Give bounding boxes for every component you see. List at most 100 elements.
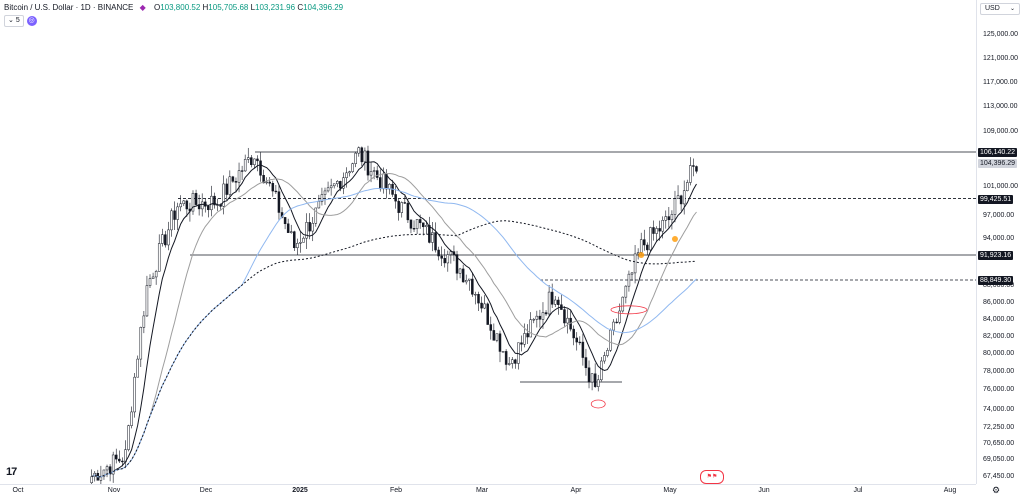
candle-body <box>348 171 351 174</box>
candle-body <box>299 242 302 244</box>
candle-body <box>464 280 468 283</box>
candle-body <box>563 309 566 324</box>
candle-body <box>311 223 314 232</box>
candle-body <box>271 183 275 192</box>
candle-body <box>182 200 186 205</box>
price-level-tag: 106,140.22 <box>978 148 1018 157</box>
candle-body <box>529 319 532 338</box>
candle-body <box>127 425 130 450</box>
candle-body <box>379 177 382 190</box>
candle-body <box>695 166 698 172</box>
signal-dot <box>638 252 645 258</box>
candle-body <box>145 285 149 317</box>
candle-body <box>652 227 655 234</box>
symbol-title[interactable]: Bitcoin / U.S. Dollar · 1D · BINANCE <box>4 3 134 12</box>
candle-body <box>495 333 499 341</box>
time-tick-label: Oct <box>12 487 24 494</box>
time-tick-label: May <box>663 487 677 494</box>
candle-body <box>247 157 250 160</box>
candle-body <box>627 273 631 287</box>
candle-body <box>314 207 318 224</box>
candle-body <box>547 291 551 315</box>
candle-body <box>397 200 400 213</box>
candle-body <box>624 285 628 298</box>
candle-body <box>412 228 416 230</box>
candle-body <box>363 150 367 163</box>
candle-body <box>443 258 446 264</box>
events-flag-icon[interactable]: ⚑⚑ <box>700 470 724 484</box>
candle-body <box>317 201 321 209</box>
chevron-down-icon: ⌄ <box>1009 6 1015 12</box>
open-value: 103,800.52 <box>160 3 201 12</box>
candle-body <box>207 206 210 211</box>
candle-body <box>256 158 259 162</box>
candle-body <box>164 234 167 246</box>
candle-body <box>305 222 308 239</box>
candle-body <box>554 299 557 305</box>
price-tick-label: 117,000.00 <box>983 79 1018 86</box>
price-axis[interactable]: USD ⌄ 125,000.00 121,000.00 117,000.00 113,… <box>976 0 1024 484</box>
candle-body <box>535 315 539 320</box>
close-label: C <box>297 3 304 12</box>
indicators-toggle[interactable]: ⌄ 5 <box>4 15 24 27</box>
time-tick-label: Nov <box>107 487 121 494</box>
candle-body <box>486 303 489 325</box>
candle-body <box>403 202 407 204</box>
candle-body <box>498 333 502 352</box>
currency-selector[interactable]: USD ⌄ <box>980 3 1020 15</box>
candle-body <box>118 458 121 462</box>
candle-body <box>606 350 609 356</box>
candle-body <box>102 469 106 477</box>
signal-dot <box>671 236 678 242</box>
candle-body <box>231 176 235 182</box>
candle-body <box>222 183 225 207</box>
candle-body <box>621 296 625 312</box>
data-window-icon[interactable]: ◎ <box>26 16 37 26</box>
candle-body <box>400 202 403 213</box>
low-label: L <box>250 3 256 12</box>
time-tick-label: Jun <box>758 487 770 494</box>
candle-body <box>425 225 428 228</box>
candle-body <box>633 253 637 274</box>
candle-body <box>296 242 299 249</box>
time-tick-label: Dec <box>199 487 213 494</box>
price-tick-label: 74,000.00 <box>983 406 1015 413</box>
candle-body <box>612 321 615 331</box>
candle-body <box>277 191 281 213</box>
candle-body <box>658 228 661 232</box>
candle-body <box>228 176 232 195</box>
time-tick-label: Feb <box>389 487 403 494</box>
candle-body <box>375 170 379 178</box>
chart-area[interactable]: Bitcoin / U.S. Dollar · 1D · BINANCE ◆ O… <box>0 0 976 484</box>
candle-body <box>550 291 554 305</box>
candle-body <box>170 210 173 231</box>
candle-body <box>618 310 621 323</box>
ma-fast-line <box>91 161 697 478</box>
candle-body <box>670 214 674 221</box>
candle-body <box>581 341 585 358</box>
candle-body <box>661 220 664 232</box>
candle-body <box>507 363 511 365</box>
candle-body <box>154 271 158 278</box>
tradingview-logo[interactable]: 17 <box>6 466 17 478</box>
price-chart[interactable] <box>0 0 976 484</box>
candle-body <box>253 158 256 166</box>
candle-body <box>649 227 652 251</box>
candle-body <box>142 315 146 328</box>
candle-body <box>194 193 198 205</box>
price-tick-label: 97,000.00 <box>983 212 1015 219</box>
candle-body <box>603 355 606 362</box>
candle-body <box>139 327 143 360</box>
ohlc-readout: O103,800.52 H105,705.68 L103,231.96 C104… <box>154 3 343 12</box>
symbol-diamond-icon[interactable]: ◆ <box>139 3 146 12</box>
candle-body <box>234 181 238 183</box>
candle-body <box>351 163 354 172</box>
candle-body <box>566 317 569 324</box>
candle-body <box>213 195 216 206</box>
time-axis[interactable]: Oct Nov Dec 2025 Feb Mar Apr May Jun Jul Aug <box>0 484 976 499</box>
candle-body <box>262 175 265 184</box>
candle-body <box>274 190 278 193</box>
candle-body <box>237 170 241 183</box>
gear-icon[interactable]: ⚙ <box>992 485 1001 495</box>
candle-body <box>600 360 603 381</box>
